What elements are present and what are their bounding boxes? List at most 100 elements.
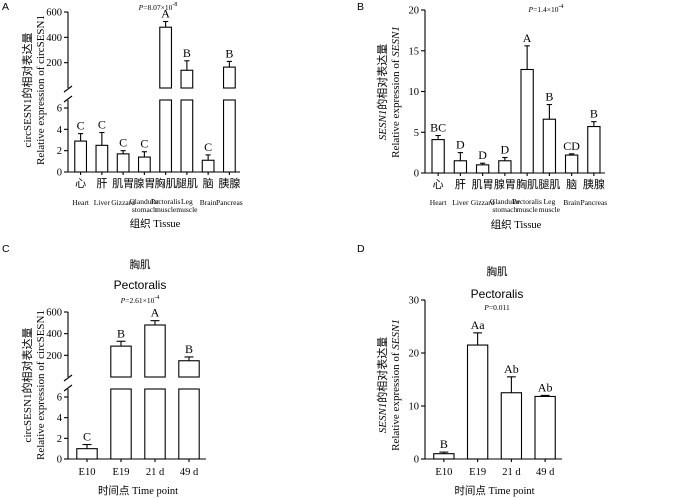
significance-letter: C — [119, 136, 127, 150]
bar — [74, 140, 88, 173]
category-label-cn: 肝 — [455, 178, 466, 191]
y-tick-label: 4 — [57, 125, 63, 136]
significance-letter: C — [83, 430, 91, 444]
significance-letter: C — [77, 119, 85, 133]
bar — [222, 66, 236, 89]
axis-break-mark — [63, 374, 73, 382]
y-tick-label: 2 — [57, 146, 62, 157]
category-label: 49 d — [536, 467, 555, 478]
p-value: P=0.011 — [483, 303, 510, 312]
bar — [500, 392, 523, 460]
category-label-en: Pectoralis muscle — [512, 197, 542, 214]
bar — [498, 160, 512, 174]
category-label-en: Leg muscle — [176, 197, 198, 214]
significance-letter: D — [478, 148, 487, 162]
significance-letter: C — [98, 118, 106, 132]
x-axis-label: 组织 Tissue — [491, 218, 542, 231]
category-label: E19 — [113, 467, 130, 478]
category-label: E10 — [435, 467, 452, 478]
category-label-cn: 胰腺 — [218, 176, 240, 190]
panel-letter: D — [357, 243, 365, 255]
category-label-cn: 脑 — [566, 178, 577, 191]
p-value: P=1.4×10-4 — [528, 4, 564, 14]
y-axis-label-en: Relative expression of circSESN1 — [35, 15, 47, 165]
x-axis-label: 时间点 Time point — [98, 484, 178, 497]
significance-letter: B — [183, 46, 191, 60]
category-label-cn: 腺胃 — [133, 176, 155, 190]
x-axis-label: 组织 Tissue — [130, 217, 181, 230]
y-axis-label: SESN1的相对表达量 Relative expression of SESN1 — [375, 319, 402, 451]
axis-break-mark — [63, 95, 73, 103]
p-value: P=8.07×10-8 — [138, 2, 178, 12]
category-label-en: Pancreas — [216, 198, 243, 207]
panel-letter: B — [357, 1, 364, 13]
y-tick-label: 4 — [57, 413, 63, 424]
y-tick-label: 200 — [46, 58, 62, 69]
panel-title-cn: 胸肌 — [130, 258, 151, 271]
category-label-cn: 脑 — [203, 177, 214, 190]
category-label-en: Heart — [72, 198, 90, 207]
significance-letter: B — [117, 326, 125, 340]
bar — [144, 324, 166, 378]
bar — [144, 388, 166, 460]
significance-letter: Ab — [538, 380, 553, 394]
category-label-en: Pancreas — [581, 198, 608, 207]
significance-letter: D — [456, 138, 465, 152]
y-axis-label-cn: circSESN1的相对表达量 — [20, 33, 34, 148]
bar — [475, 164, 490, 174]
category-label-cn: 肝 — [96, 177, 107, 190]
panel-title-cn: 胸肌 — [487, 265, 508, 278]
category-label: 21 d — [502, 467, 521, 478]
bar — [110, 345, 132, 378]
y-tick-label: 20 — [409, 349, 420, 360]
panel-title-en: Pectoralis — [471, 287, 524, 301]
significance-letter: Aa — [471, 318, 486, 332]
y-tick-label: 15 — [409, 46, 420, 57]
bar — [180, 69, 194, 89]
bar — [466, 344, 489, 460]
significance-letter: D — [501, 143, 510, 157]
category-label-cn: 胰腺 — [583, 177, 605, 191]
category-label-en: Leg muscle — [539, 197, 561, 214]
y-axis-label-cn: SESN1的相对表达量 — [375, 337, 389, 434]
y-axis-label-en: Relative expression of circSESN1 — [35, 310, 47, 460]
y-axis-label-cn: circSESN1的相对表达量 — [20, 328, 34, 443]
category-label-en: Heart — [430, 198, 448, 207]
y-tick-label: 6 — [57, 393, 62, 404]
category-label-en: Brain — [563, 198, 580, 207]
significance-letter: B — [545, 90, 553, 104]
category-label-en: Gizzard — [111, 198, 135, 207]
category-label-en: Liver — [94, 198, 111, 207]
significance-letter: Ab — [504, 362, 519, 376]
category-label-cn: 心 — [433, 178, 444, 191]
bar — [542, 118, 557, 174]
bar — [180, 99, 194, 173]
panel-letter: C — [2, 243, 10, 255]
significance-letter: B — [185, 342, 193, 356]
bar — [76, 448, 98, 460]
significance-letter: BC — [430, 121, 446, 135]
bar — [520, 68, 534, 174]
category-label: E10 — [79, 467, 96, 478]
y-tick-label: 5 — [414, 128, 419, 139]
significance-letter: A — [151, 306, 160, 320]
axis-break-mark — [63, 85, 73, 93]
significance-letter: C — [140, 137, 148, 151]
significance-letter: A — [161, 7, 170, 21]
category-label-cn: 腿肌 — [176, 177, 198, 190]
bar — [95, 144, 109, 173]
bar — [431, 139, 445, 174]
x-axis-label: 时间点 Time point — [454, 484, 534, 497]
bar — [433, 453, 455, 460]
category-label-cn: 胸肌 — [155, 176, 177, 190]
y-tick-label: 0 — [414, 169, 419, 180]
bar — [564, 154, 579, 174]
bar — [137, 156, 151, 173]
category-label-en: Liver — [452, 198, 469, 207]
bar — [178, 388, 200, 460]
y-tick-label: 2 — [57, 434, 62, 445]
bar — [116, 153, 130, 173]
